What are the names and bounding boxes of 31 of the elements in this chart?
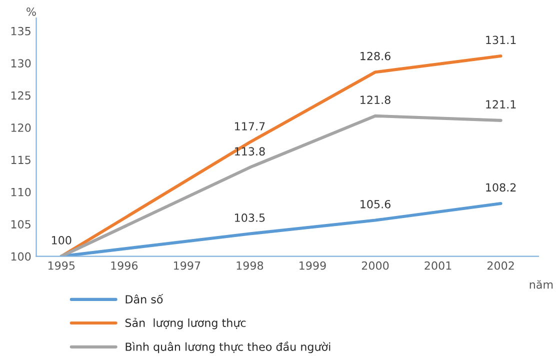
x-axis-title: năm [530,280,553,289]
legend-label: Sản lượng lương thực [125,318,246,330]
legend-label: Dân số [126,294,164,304]
y-tick-label: 135 [11,26,30,36]
data-label: 121.1 [486,100,516,108]
data-label: 128.6 [360,52,390,60]
y-tick-label: 115 [11,156,30,164]
x-tick-label: 2002 [487,261,514,270]
data-label: 103.5 [235,213,265,222]
y-tick-label: 105 [11,220,30,228]
x-tick-label: 1996 [111,261,138,270]
x-tick-label: 2000 [362,261,389,270]
data-label: 121.8 [360,96,390,104]
y-axis-title: % [26,7,36,16]
data-label: 108.2 [486,183,516,192]
x-tick-label: 1997 [174,261,200,270]
y-tick-label: 120 [11,123,31,132]
y-tick-label: 130 [11,59,31,68]
data-label: 100 [52,236,72,244]
data-label: 131.1 [486,36,516,44]
data-label: 105.6 [360,200,390,208]
data-label: 113.8 [235,147,265,156]
x-tick-label: 1998 [236,261,264,270]
y-tick-label: 125 [11,91,30,100]
x-tick-label: 1995 [48,261,75,270]
data-label: 117.7 [235,122,265,130]
y-tick-label: 100 [11,252,31,261]
legend-label: Bình quân lương thực theo đầu người [126,341,330,354]
x-tick-label: 2001 [424,261,452,270]
x-tick-label: 1999 [300,261,326,270]
y-tick-label: 110 [11,188,31,196]
